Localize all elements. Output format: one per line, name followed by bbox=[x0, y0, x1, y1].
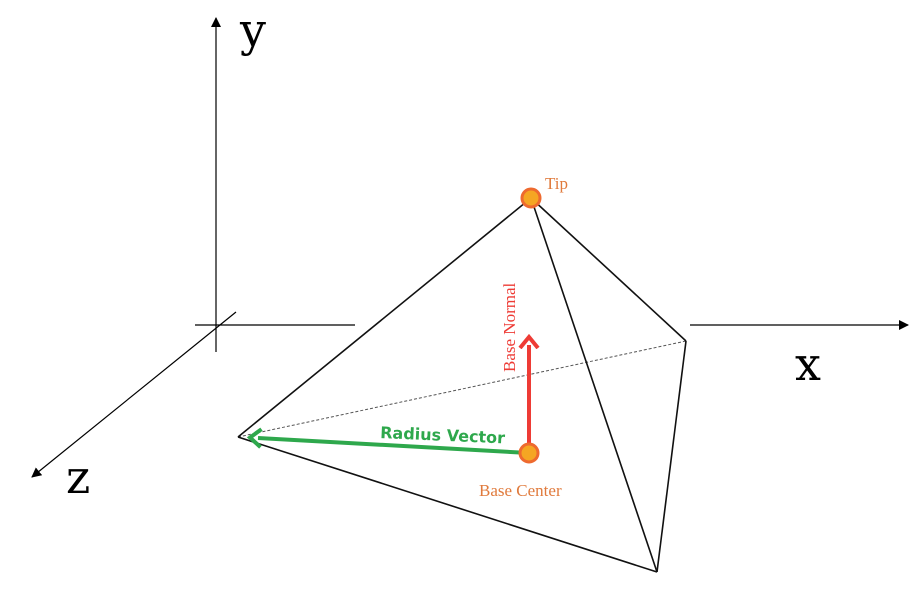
base-center-label: Base Center bbox=[479, 481, 562, 500]
hidden-base-edge bbox=[237, 340, 687, 438]
edge-base-left-front bbox=[237, 436, 658, 573]
x-axis-label: x bbox=[795, 337, 821, 391]
pyramid bbox=[237, 197, 687, 573]
edge-base-right-front bbox=[656, 340, 687, 573]
tip-point bbox=[520, 187, 542, 209]
base-normal-label: Base Normal bbox=[500, 282, 519, 372]
base-center-point bbox=[518, 442, 540, 464]
z-axis bbox=[31, 311, 237, 478]
edge-tip-front bbox=[530, 197, 658, 573]
coordinate-axes bbox=[31, 17, 909, 478]
y-axis-label: y bbox=[239, 3, 266, 57]
radius-vector-arrow bbox=[258, 438, 530, 455]
z-axis-label: z bbox=[66, 450, 90, 504]
edge-tip-right bbox=[530, 197, 687, 342]
tip-label: Tip bbox=[545, 174, 568, 193]
edge-tip-left bbox=[237, 197, 532, 438]
